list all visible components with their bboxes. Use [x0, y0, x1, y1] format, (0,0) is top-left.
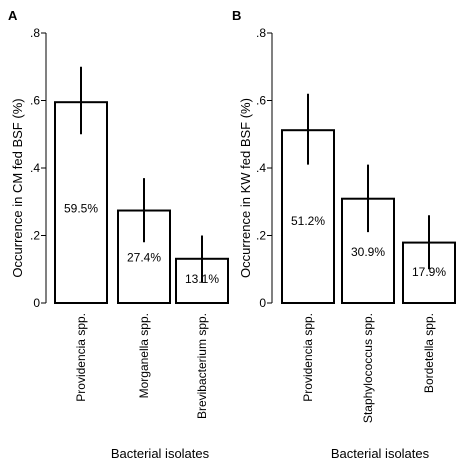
panel-a-data-label: 59.5%	[64, 202, 98, 216]
panel-b-x-axis-title: Bacterial isolates	[331, 446, 430, 461]
panel-a-y-axis-title: Occurrence in CM fed BSF (%)	[10, 98, 25, 277]
panel-b-y-tick-label: 0	[259, 296, 266, 310]
panel-b-letter: B	[232, 8, 241, 23]
panel-b-category-label: Providencia spp.	[301, 313, 315, 402]
panel-a-letter: A	[8, 8, 18, 23]
panel-a-category-label: Morganella spp.	[137, 313, 151, 398]
panel-b-y-tick-label: .4	[256, 161, 266, 175]
panel-b-y-tick-label: .8	[256, 26, 266, 40]
panel-a-y-tick-label: .6	[30, 94, 40, 108]
panel-b-data-label: 17.9%	[412, 265, 446, 279]
panel-b-data-label: 51.2%	[291, 214, 325, 228]
panel-a-category-label: Brevibacterium spp.	[195, 313, 209, 419]
panel-b-category-label: Staphylococcus spp.	[361, 313, 375, 423]
panel-a-x-axis-title: Bacterial isolates	[111, 446, 210, 461]
panel-a-data-label: 13.1%	[185, 272, 219, 286]
panel-a-y-tick-label: 0	[33, 296, 40, 310]
panel-a-data-label: 27.4%	[127, 250, 161, 264]
panel-a-y-tick-label: .4	[30, 161, 40, 175]
panel-a-bar	[54, 101, 108, 304]
panel-b-y-axis-title: Occurrence in KW fed BSF (%)	[238, 98, 253, 278]
panel-b-y-tick-label: .2	[256, 229, 266, 243]
panel-b-data-label: 30.9%	[351, 245, 385, 259]
panel-a-category-label: Providencia spp.	[74, 313, 88, 402]
panel-a-y-tick-label: .2	[30, 229, 40, 243]
panel-b-category-label: Bordetella spp.	[422, 313, 436, 393]
panel-a-y-tick-label: .8	[30, 26, 40, 40]
panel-b-y-tick-label: .6	[256, 94, 266, 108]
